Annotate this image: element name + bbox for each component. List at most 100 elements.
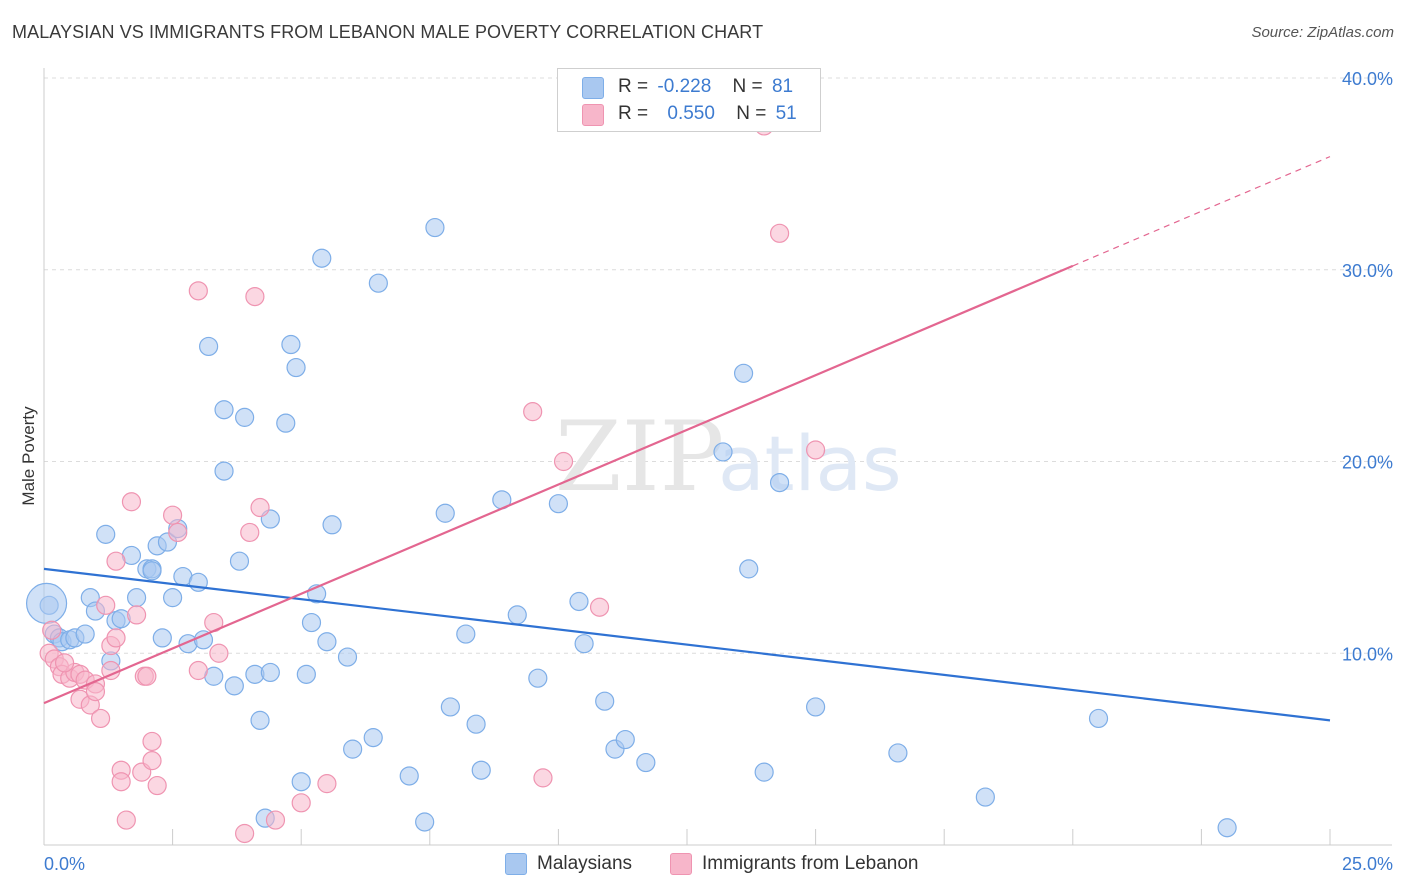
legend-n-label: N = bbox=[736, 103, 767, 124]
malaysian-point bbox=[199, 336, 219, 357]
lebanon-point bbox=[137, 666, 157, 686]
legend-n-value: 81 bbox=[771, 76, 794, 97]
lebanon-point bbox=[240, 522, 260, 543]
malaysian-point bbox=[415, 812, 435, 832]
watermark-atlas: atlas bbox=[718, 419, 902, 508]
lebanon-point bbox=[188, 660, 208, 681]
lebanon-point bbox=[106, 551, 126, 571]
bottom-legend-label: Immigrants from Lebanon bbox=[702, 853, 919, 874]
malaysian-point bbox=[75, 624, 95, 644]
lebanon-point bbox=[96, 595, 116, 615]
malaysian-point bbox=[574, 634, 594, 654]
malaysian-point bbox=[229, 551, 250, 571]
lebanon-point bbox=[142, 731, 162, 752]
lebanon-point bbox=[168, 522, 188, 543]
bottom-legend-label: Malaysians bbox=[537, 853, 633, 874]
source-label: Source: ZipAtlas.com bbox=[1251, 24, 1394, 41]
lebanon-point bbox=[142, 751, 162, 771]
malaysian-point bbox=[250, 710, 270, 730]
lebanon-point bbox=[126, 605, 147, 625]
malaysian-point bbox=[440, 697, 460, 717]
lebanon-trend-extension bbox=[1072, 156, 1331, 267]
legend-r-label: R = bbox=[618, 103, 649, 124]
y-tick-label: 40.0% bbox=[1342, 69, 1393, 89]
lebanon-point bbox=[111, 772, 131, 792]
watermark-zip: ZIP bbox=[555, 401, 724, 513]
malaysian-point bbox=[301, 612, 322, 633]
malaysian-point bbox=[317, 632, 337, 652]
malaysian-point bbox=[636, 752, 656, 773]
lebanon-point bbox=[42, 620, 62, 640]
lebanon-point bbox=[85, 681, 106, 702]
malaysian-point bbox=[528, 668, 548, 688]
axis-labels: 10.0% 20.0% 30.0% 40.0% 0.0% 25.0% Male Povert… bbox=[19, 69, 1393, 874]
lebanon-point bbox=[54, 653, 75, 673]
malaysian-point bbox=[456, 624, 476, 644]
lebanon-point bbox=[245, 286, 265, 307]
malaysian-point bbox=[126, 588, 147, 608]
malaysians-points bbox=[25, 217, 1237, 838]
malaysian-point bbox=[276, 413, 296, 433]
malaysian-point bbox=[399, 766, 419, 786]
malaysian-cluster-point bbox=[25, 582, 68, 624]
legend-n-label: N = bbox=[732, 76, 763, 97]
lebanon-trend-line bbox=[43, 264, 1074, 705]
malaysian-point bbox=[214, 400, 234, 420]
malaysian-point bbox=[615, 729, 635, 750]
malaysian-point bbox=[595, 691, 615, 711]
malaysian-point bbox=[754, 762, 774, 782]
malaysian-point bbox=[296, 664, 316, 684]
legend-r-value: 0.550 bbox=[667, 103, 715, 124]
lebanon-points bbox=[39, 116, 826, 844]
lebanon-point bbox=[533, 768, 553, 788]
y-tick-label: 10.0% bbox=[1342, 644, 1393, 664]
lebanon-point bbox=[209, 643, 229, 663]
legend-n-value: 51 bbox=[775, 103, 797, 124]
lebanon-point bbox=[805, 440, 826, 460]
malaysians-trend-line bbox=[43, 567, 1331, 722]
lebanon-point bbox=[121, 492, 142, 512]
malaysian-point bbox=[363, 728, 383, 748]
y-tick-label: 30.0% bbox=[1342, 261, 1393, 281]
malaysian-point bbox=[1217, 818, 1237, 838]
malaysian-point bbox=[235, 407, 255, 427]
watermark: ZIP atlas bbox=[555, 401, 902, 513]
malaysian-point bbox=[163, 588, 183, 608]
lebanon-point bbox=[265, 810, 286, 830]
lebanon-point bbox=[291, 793, 311, 813]
lebanon-point bbox=[188, 281, 208, 301]
trend-lines bbox=[43, 156, 1331, 722]
malaysian-point bbox=[312, 248, 332, 268]
malaysian-point bbox=[214, 461, 234, 481]
lebanon-point bbox=[769, 223, 790, 243]
malaysian-point bbox=[805, 697, 826, 717]
bottom-legend-swatch-pink bbox=[670, 853, 692, 875]
malaysian-point bbox=[888, 743, 908, 763]
malaysian-point bbox=[368, 273, 388, 293]
y-tick-label: 20.0% bbox=[1342, 453, 1393, 473]
malaysian-point bbox=[322, 515, 342, 535]
lebanon-point bbox=[235, 823, 255, 844]
malaysian-point bbox=[286, 357, 306, 378]
bottom-legend-swatch-blue bbox=[505, 853, 527, 875]
malaysian-point bbox=[435, 503, 455, 523]
legend-swatch-pink bbox=[582, 104, 604, 126]
lebanon-point bbox=[147, 775, 167, 796]
x-tick-label-max: 25.0% bbox=[1342, 854, 1393, 874]
malaysian-point bbox=[281, 334, 301, 355]
malaysian-point bbox=[142, 561, 162, 581]
malaysian-point bbox=[466, 714, 486, 734]
malaysian-point bbox=[548, 494, 569, 514]
malaysian-point bbox=[471, 760, 491, 780]
lebanon-point bbox=[116, 810, 136, 830]
malaysian-point bbox=[425, 217, 445, 238]
malaysian-point bbox=[224, 676, 244, 696]
malaysian-point bbox=[713, 442, 733, 462]
malaysian-point bbox=[343, 739, 363, 759]
malaysian-point bbox=[1088, 708, 1109, 729]
malaysian-point bbox=[152, 628, 172, 648]
gridlines bbox=[44, 77, 1392, 654]
lebanon-point bbox=[250, 497, 270, 518]
malaysian-point bbox=[291, 772, 311, 792]
